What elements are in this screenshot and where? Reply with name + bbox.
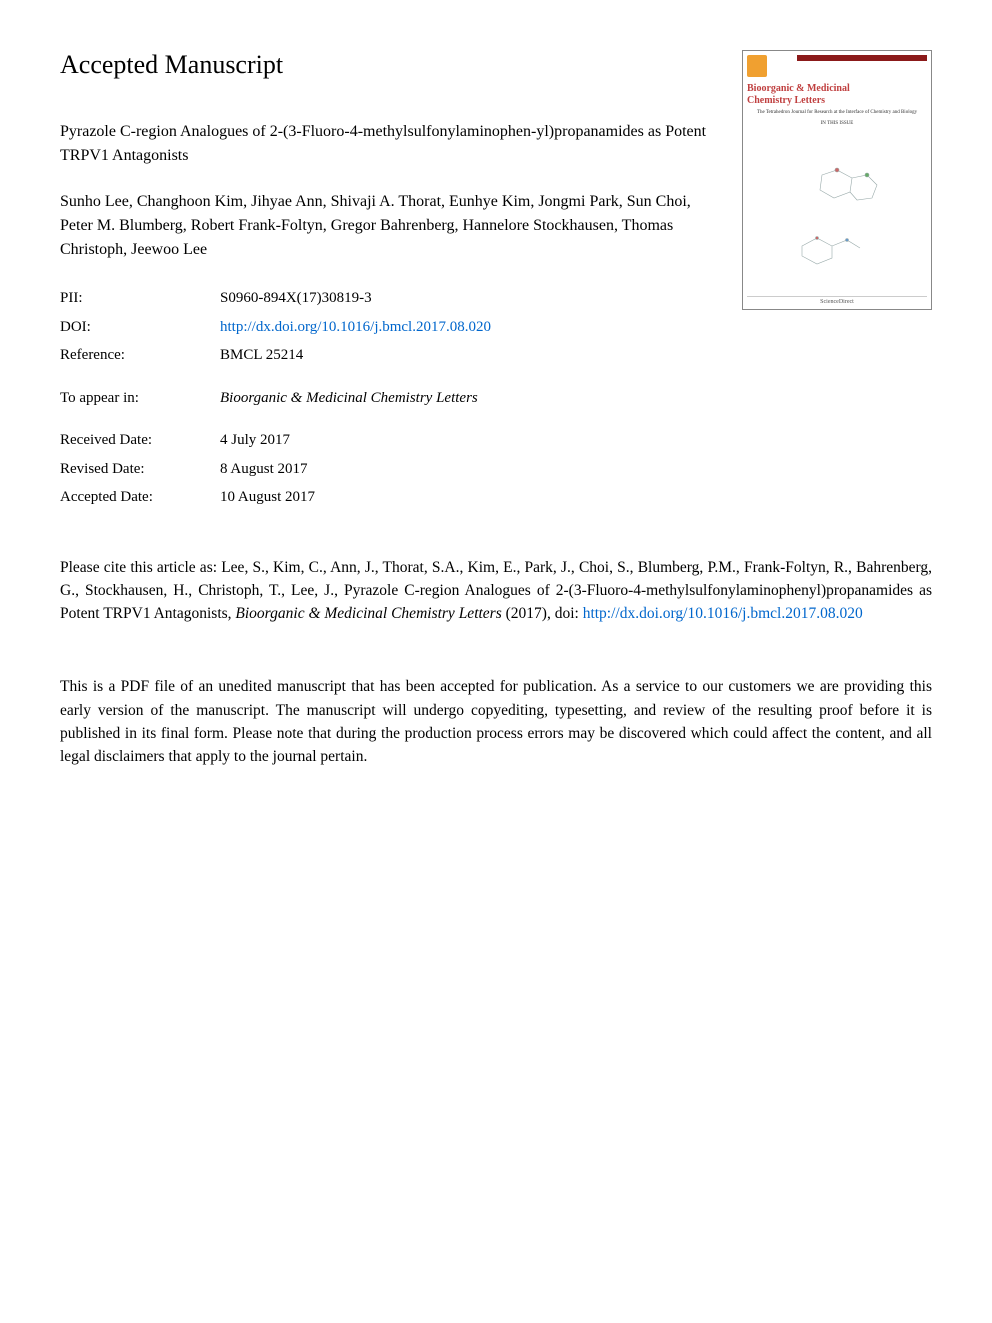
meta-row-revised: Revised Date: 8 August 2017	[60, 455, 712, 484]
accepted-value: 10 August 2017	[220, 483, 712, 512]
citation-year: (2017), doi:	[502, 605, 583, 622]
cover-journal-line1: Bioorganic & Medicinal	[747, 83, 850, 94]
meta-section-ids: PII: S0960-894X(17)30819-3 DOI: http://d…	[60, 284, 712, 370]
journal-cover-thumbnail: Bioorganic & Medicinal Chemistry Letters…	[742, 50, 932, 310]
received-label: Received Date:	[60, 426, 220, 455]
citation-doi-link[interactable]: http://dx.doi.org/10.1016/j.bmcl.2017.08…	[583, 605, 863, 622]
reference-value: BMCL 25214	[220, 341, 712, 370]
pii-label: PII:	[60, 284, 220, 313]
reference-label: Reference:	[60, 341, 220, 370]
cover-journal-line2: Chemistry Letters	[747, 95, 825, 106]
cover-journal-title: Bioorganic & Medicinal Chemistry Letters	[747, 83, 927, 107]
citation-block: Please cite this article as: Lee, S., Ki…	[60, 556, 932, 626]
header-row: Accepted Manuscript Pyrazole C-region An…	[60, 50, 932, 526]
revised-label: Revised Date:	[60, 455, 220, 484]
meta-row-doi: DOI: http://dx.doi.org/10.1016/j.bmcl.20…	[60, 313, 712, 342]
appear-label: To appear in:	[60, 384, 220, 413]
citation-journal: Bioorganic & Medicinal Chemistry Letters	[235, 605, 501, 622]
cover-top	[747, 55, 927, 77]
revised-value: 8 August 2017	[220, 455, 712, 484]
meta-row-accepted: Accepted Date: 10 August 2017	[60, 483, 712, 512]
cover-footer: ScienceDirect	[747, 296, 927, 305]
disclaimer-text: This is a PDF file of an unedited manusc…	[60, 675, 932, 768]
metadata-table: PII: S0960-894X(17)30819-3 DOI: http://d…	[60, 284, 712, 512]
accepted-label: Accepted Date:	[60, 483, 220, 512]
appear-value: Bioorganic & Medicinal Chemistry Letters	[220, 384, 712, 413]
article-title: Pyrazole C-region Analogues of 2-(3-Fluo…	[60, 120, 712, 168]
cover-bar	[797, 55, 927, 61]
cover-issue-label: IN THIS ISSUE	[747, 121, 927, 126]
meta-section-dates: Received Date: 4 July 2017 Revised Date:…	[60, 426, 712, 512]
meta-row-pii: PII: S0960-894X(17)30819-3	[60, 284, 712, 313]
doi-link[interactable]: http://dx.doi.org/10.1016/j.bmcl.2017.08…	[220, 319, 491, 335]
accepted-manuscript-heading: Accepted Manuscript	[60, 50, 712, 80]
meta-row-appear: To appear in: Bioorganic & Medicinal Che…	[60, 384, 712, 413]
pii-value: S0960-894X(17)30819-3	[220, 284, 712, 313]
meta-row-received: Received Date: 4 July 2017	[60, 426, 712, 455]
cover-graphic	[747, 130, 927, 297]
left-column: Accepted Manuscript Pyrazole C-region An…	[60, 50, 742, 526]
doi-label: DOI:	[60, 313, 220, 342]
elsevier-logo-icon	[747, 55, 767, 77]
molecule-icon-2	[782, 226, 892, 266]
cover-tagline: The Tetrahedron Journal for Research at …	[747, 110, 927, 117]
meta-row-reference: Reference: BMCL 25214	[60, 341, 712, 370]
authors-list: Sunho Lee, Changhoon Kim, Jihyae Ann, Sh…	[60, 190, 712, 262]
molecule-icon	[782, 160, 892, 220]
meta-section-appear: To appear in: Bioorganic & Medicinal Che…	[60, 384, 712, 413]
doi-value: http://dx.doi.org/10.1016/j.bmcl.2017.08…	[220, 313, 712, 342]
received-value: 4 July 2017	[220, 426, 712, 455]
